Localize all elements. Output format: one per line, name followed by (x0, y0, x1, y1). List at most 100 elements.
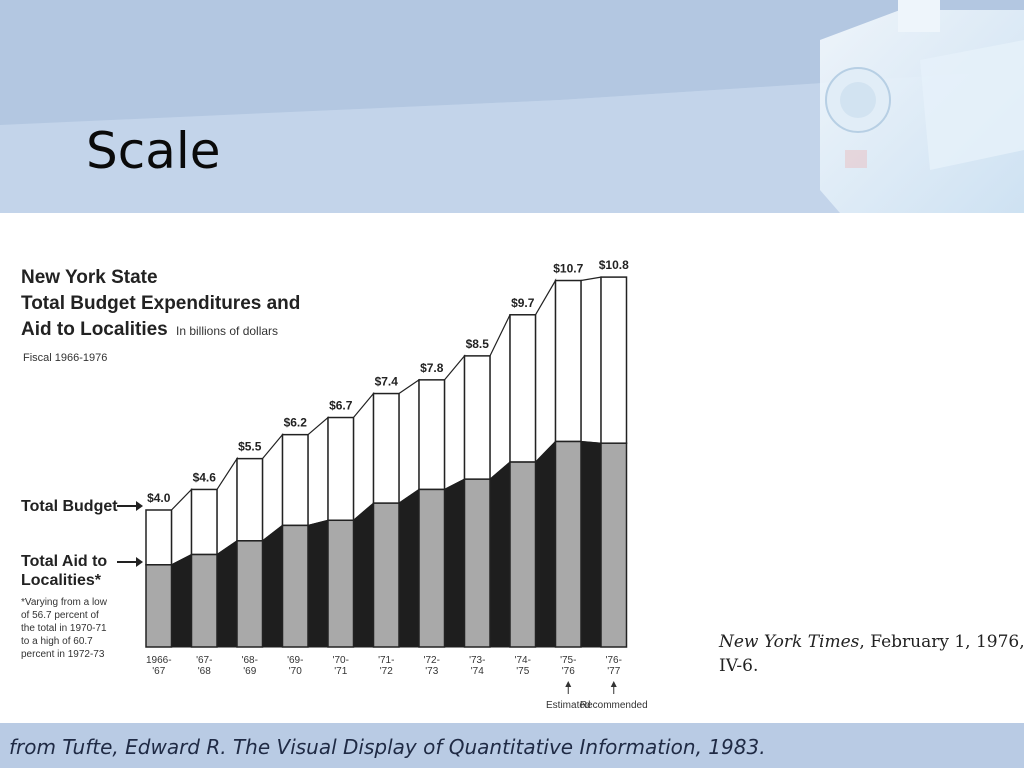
budget-bar (145, 509, 173, 566)
aid-connector (171, 553, 192, 648)
value-label: $8.5 (466, 337, 490, 351)
legend-aid-line-2: Localities* (21, 572, 102, 589)
budget-bar (463, 355, 491, 480)
x-tick-label: '76 (562, 666, 575, 677)
x-tick-label: '71 (334, 666, 347, 677)
x-tick-label: '72 (380, 666, 393, 677)
budget-connector (443, 354, 466, 491)
value-label: $7.4 (375, 375, 399, 389)
budget-bar (327, 416, 355, 522)
footnote-line-3: the total in 1970-71 (21, 623, 107, 634)
aid-connector (580, 440, 602, 648)
aid-bar (281, 524, 309, 648)
x-tick-label: '74 (471, 666, 484, 677)
x-tick-label: '70- (333, 655, 349, 666)
annotation-arrowhead (610, 681, 617, 687)
legend-aid-line-1: Total Aid to (21, 553, 107, 570)
legend-aid-arrow (117, 557, 143, 567)
value-label: $10.8 (599, 258, 629, 272)
aid-bar (372, 502, 400, 648)
slide-title: Scale (86, 122, 221, 180)
budget-bar (190, 488, 218, 556)
aid-bar (190, 553, 218, 648)
x-tick-label: '75- (560, 655, 576, 666)
budget-bar (418, 379, 446, 491)
budget-connector (398, 378, 420, 505)
x-tick-label: '77 (607, 666, 620, 677)
x-tick-label: '75 (516, 666, 529, 677)
budget-bar (554, 279, 582, 443)
budget-chart: New York State Total Budget Expenditures… (21, 258, 1024, 711)
citation-rest: , February 1, 1976, p. (859, 632, 1024, 652)
budget-bar (236, 457, 264, 542)
citation-line-2: IV-6. (719, 656, 758, 676)
chart-unit-note: In billions of dollars (176, 324, 278, 338)
value-label: $9.7 (511, 296, 535, 310)
budget-connector (307, 416, 329, 527)
bars-layer: $4.0 1966-'67 $4.6 '67-'68 $5.5 '68-'69 $6.2 '6… (145, 258, 648, 711)
x-tick-label: '67 (152, 666, 165, 677)
value-label: $5.5 (238, 440, 262, 454)
aid-bar (418, 488, 446, 648)
value-label: $6.2 (284, 416, 308, 430)
annotation-label: Estimated (546, 700, 590, 711)
aid-connector (353, 502, 374, 648)
x-tick-label: 1966- (146, 655, 172, 666)
aid-bar (463, 478, 491, 648)
x-tick-label: '76- (606, 655, 622, 666)
value-label: $4.6 (193, 470, 217, 484)
chart-subtitle: Fiscal 1966-1976 (23, 352, 107, 364)
budget-bar (509, 314, 537, 463)
aid-connector (262, 524, 283, 648)
budget-bar (600, 276, 628, 444)
aid-bar (554, 440, 582, 648)
citation-publication: New York Times (718, 632, 860, 652)
aid-bar (145, 564, 173, 648)
chart-figure: New York State Total Budget Expenditures… (0, 213, 1024, 723)
aid-bar (236, 540, 264, 648)
chart-title-line-3: Aid to Localities (21, 319, 168, 340)
x-tick-label: '73 (425, 666, 438, 677)
aid-connector (398, 488, 420, 648)
chart-title-line-1: New York State (21, 267, 158, 288)
citation-line-1: New York Times, February 1, 1976, p. (718, 632, 1024, 652)
slide-footer: from Tufte, Edward R. The Visual Display… (0, 723, 1024, 768)
aid-bar (509, 461, 537, 648)
footnote-line-5: percent in 1972-73 (21, 649, 105, 660)
aid-connector (535, 440, 556, 648)
budget-connector (489, 314, 511, 481)
x-tick-label: '74- (515, 655, 531, 666)
x-tick-label: '71- (378, 655, 394, 666)
aid-connector (216, 539, 238, 648)
value-label: $7.8 (420, 361, 444, 375)
slide-header: Scale (0, 0, 1024, 213)
aid-connector (307, 519, 329, 648)
x-tick-label: '73- (469, 655, 485, 666)
value-label: $10.7 (553, 262, 583, 276)
x-tick-label: '70 (289, 666, 302, 677)
chart-title-line-2: Total Budget Expenditures and (21, 293, 300, 314)
value-label: $6.7 (329, 399, 353, 413)
aid-bar (327, 519, 355, 648)
header-band (0, 0, 1024, 213)
x-tick-label: '69 (243, 666, 256, 677)
projector-image (820, 0, 1024, 213)
source-caption: from Tufte, Edward R. The Visual Display… (9, 735, 766, 759)
x-tick-label: '68- (242, 655, 258, 666)
x-tick-label: '68 (198, 666, 211, 677)
budget-connector (534, 278, 557, 464)
footnote-line-4: to a high of 60.7 (21, 636, 93, 647)
annotation-arrowhead (565, 681, 572, 687)
x-tick-label: '72- (424, 655, 440, 666)
budget-bar (281, 433, 309, 527)
x-tick-label: '69- (287, 655, 303, 666)
legend-budget-arrow (117, 501, 143, 511)
aid-connector (489, 460, 511, 648)
value-label: $4.0 (147, 491, 171, 505)
aid-bar (600, 442, 628, 648)
budget-connector (580, 276, 602, 444)
budget-connector (216, 456, 238, 556)
aid-connector (444, 478, 465, 648)
x-tick-label: '67- (196, 655, 212, 666)
annotation-label: Recommended (580, 700, 648, 711)
